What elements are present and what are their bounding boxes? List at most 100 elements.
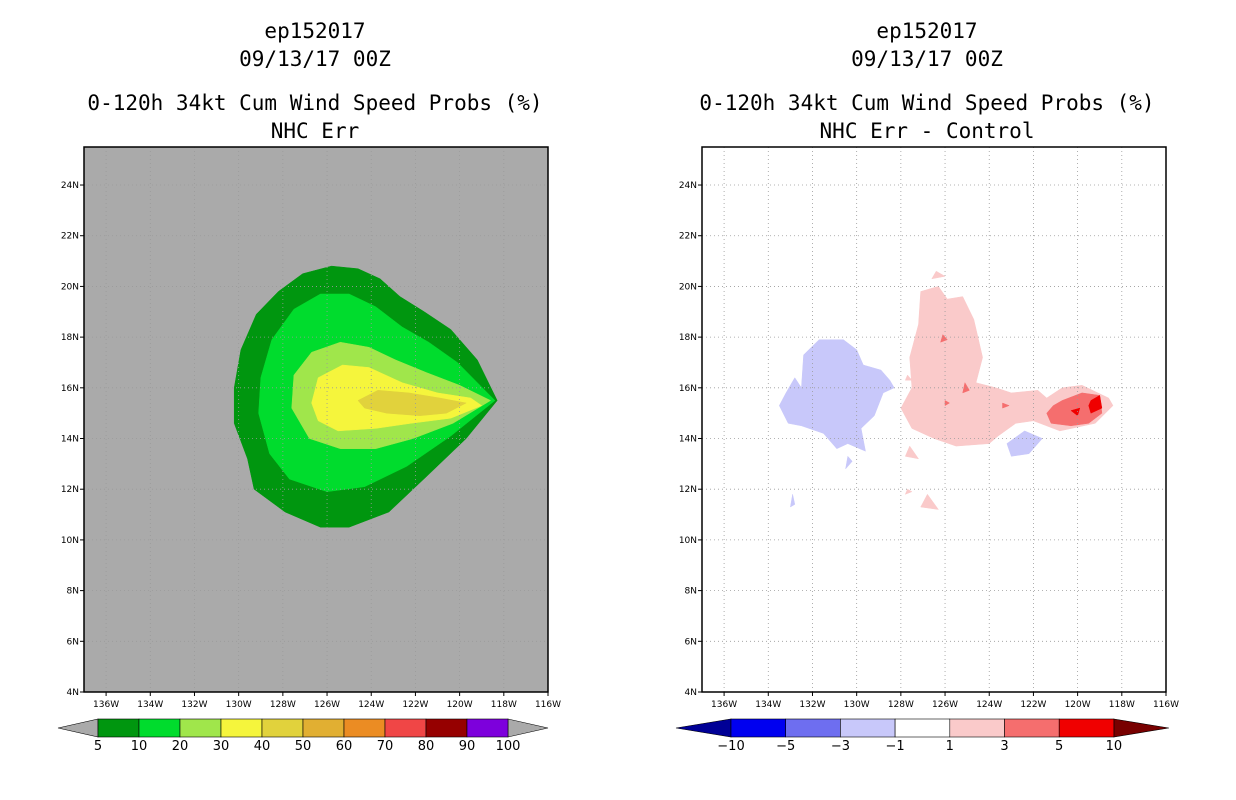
right-ytick-label-9: 22N (679, 232, 697, 242)
left-colorbar-label-4: 40 (254, 739, 271, 754)
right-colorbar-label-2: −3 (831, 739, 850, 754)
left-colorbar-label-10: 100 (496, 739, 521, 754)
left-ytick-label-9: 22N (61, 232, 79, 242)
left-colorbar-swatch-8 (425, 718, 468, 738)
left-xtick-label-0: 136W (93, 700, 119, 710)
right-colorbar-label-4: 1 (946, 739, 954, 754)
left-title-date: 09/13/17 00Z (239, 47, 391, 71)
right-xtick-label-0: 136W (711, 700, 737, 710)
right-ytick-label-2: 8N (685, 587, 697, 597)
left-ytick-label-1: 6N (67, 637, 79, 647)
right-colorbar-swatch-6 (1058, 718, 1115, 738)
right-xtick-label-3: 130W (844, 700, 870, 710)
right-title-storm-id: ep152017 (876, 19, 977, 43)
left-title-subtitle: NHC Err (271, 119, 360, 143)
right-colorbar-label-7: 10 (1106, 739, 1123, 754)
right-contour-3 (790, 494, 796, 508)
right-plot-frame (701, 146, 1167, 693)
right-contour-16 (1070, 407, 1081, 417)
left-x-axis: 136W 134W 132W 130W 128W 126W 124W 122W 120W 118W… (93, 692, 561, 710)
left-title-storm-id: ep152017 (264, 19, 365, 43)
right-contour-1 (1006, 430, 1043, 457)
left-colorbar-swatch-2 (179, 718, 222, 738)
left-title-product: 0-120h 34kt Cum Wind Speed Probs (%) (87, 91, 542, 115)
right-contour-2 (845, 455, 853, 470)
left-xtick-label-5: 126W (314, 700, 340, 710)
right-colorbar-label-3: −1 (886, 739, 905, 754)
left-colorbar-label-3: 30 (213, 739, 230, 754)
left-ytick-label-7: 18N (61, 333, 79, 343)
left-ytick-label-5: 14N (61, 435, 79, 445)
left-colorbar-label-0: 5 (94, 739, 102, 754)
right-contour-10 (1046, 392, 1103, 427)
right-ytick-label-8: 20N (679, 282, 697, 292)
right-ytick-label-7: 18N (679, 333, 697, 343)
left-colorbar-label-5: 50 (295, 739, 312, 754)
left-ytick-label-6: 16N (61, 384, 79, 394)
right-contour-14 (1002, 402, 1010, 409)
left-xtick-label-1: 134W (137, 700, 163, 710)
right-ytick-label-1: 6N (685, 637, 697, 647)
left-xtick-label-2: 132W (181, 700, 207, 710)
right-gridlines (702, 147, 1167, 692)
right-contour-6 (904, 445, 920, 460)
left-colorbar-swatch-4 (261, 718, 304, 738)
left-xtick-label-9: 118W (491, 700, 517, 710)
right-colorbar-high-arrow (1113, 718, 1169, 738)
panel-nhc-err-minus-control: ep152017 09/13/17 00Z 0-120h 34kt Cum Wi… (675, 19, 1179, 754)
right-colorbar-swatch-4 (949, 718, 1005, 738)
right-contour-15 (1088, 395, 1103, 414)
right-x-axis: 136W 134W 132W 130W 128W 126W 124W 122W 120W 118W… (711, 692, 1179, 710)
right-xtick-label-5: 126W (932, 700, 958, 710)
right-xtick-label-1: 134W (755, 700, 781, 710)
left-colorbar-swatch-7 (384, 718, 427, 738)
right-colorbar-swatch-1 (785, 718, 841, 738)
right-xtick-label-2: 132W (799, 700, 825, 710)
left-contour-4 (357, 390, 467, 416)
right-xtick-label-4: 128W (888, 700, 914, 710)
left-y-axis: 4N 6N 8N 10N 12N 14N 16N 18N 20N 22N 24N (61, 181, 84, 698)
left-gridlines (84, 147, 549, 692)
right-colorbar-label-1: −5 (776, 739, 795, 754)
right-colorbar-label-6: 5 (1055, 739, 1063, 754)
left-contours (233, 265, 498, 528)
left-ytick-label-4: 12N (61, 485, 79, 495)
left-colorbar-label-7: 70 (377, 739, 394, 754)
left-xtick-label-8: 120W (447, 700, 473, 710)
left-xtick-label-7: 122W (402, 700, 428, 710)
left-ytick-label-8: 20N (61, 282, 79, 292)
left-colorbar-swatch-0 (97, 718, 140, 738)
right-colorbar-swatch-0 (730, 718, 787, 738)
left-colorbar-label-2: 20 (172, 739, 189, 754)
right-xtick-label-8: 120W (1065, 700, 1091, 710)
left-xtick-label-3: 130W (226, 700, 252, 710)
left-colorbar-label-8: 80 (418, 739, 435, 754)
left-colorbar-swatch-5 (302, 718, 345, 738)
right-title-product: 0-120h 34kt Cum Wind Speed Probs (%) (699, 91, 1154, 115)
left-colorbar-swatch-9 (466, 718, 509, 738)
right-colorbar-label-5: 3 (1000, 739, 1008, 754)
left-colorbar-label-6: 60 (336, 739, 353, 754)
right-contour-11 (940, 334, 948, 343)
right-colorbar-swatch-5 (1004, 718, 1060, 738)
left-xtick-label-6: 124W (358, 700, 384, 710)
left-colorbar-swatch-1 (138, 718, 181, 738)
right-colorbar-low-arrow (675, 718, 732, 738)
left-ytick-label-10: 24N (61, 181, 79, 191)
right-contour-0 (779, 339, 895, 452)
panel-nhc-err: ep152017 09/13/17 00Z 0-120h 34kt Cum Wi… (57, 19, 561, 754)
left-colorbar-label-1: 10 (131, 739, 148, 754)
right-ytick-label-0: 4N (685, 688, 697, 698)
right-y-axis: 4N 6N 8N 10N 12N 14N 16N 18N 20N 22N 24N (679, 181, 702, 698)
left-colorbar-high-arrow (507, 718, 549, 738)
left-plot-frame (83, 146, 549, 693)
right-ytick-label-6: 16N (679, 384, 697, 394)
left-colorbar-swatch-6 (343, 718, 386, 738)
right-contour-7 (920, 493, 939, 510)
left-ytick-label-3: 10N (61, 536, 79, 546)
right-colorbar-swatch-3 (894, 718, 951, 738)
right-contour-9 (904, 374, 913, 381)
left-colorbar-label-9: 90 (459, 739, 476, 754)
right-contour-5 (931, 270, 946, 280)
